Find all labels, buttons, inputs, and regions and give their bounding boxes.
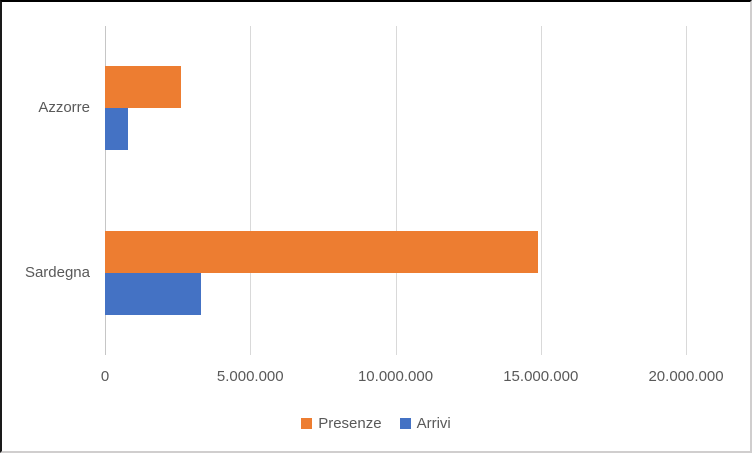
category-label-sardegna: Sardegna (24, 263, 90, 281)
bar-presenze-azzorre (105, 66, 181, 109)
gridline (686, 26, 687, 355)
legend-item-presenze: Presenze (301, 414, 382, 432)
value-axis-tick-label: 10.000.000 (357, 368, 434, 385)
gridline (250, 26, 252, 355)
bar-arrivi-azzorre (105, 108, 129, 151)
value-axis-tick-label: 0 (100, 368, 110, 385)
value-axis-tick-label: 15.000.000 (503, 368, 579, 385)
legend: Presenze Arrivi (2, 412, 750, 434)
bar-arrivi-sardegna (105, 272, 201, 315)
legend-swatch-presenze-icon (301, 417, 313, 429)
value-axis-tick-label: 5.000.000 (216, 368, 284, 385)
bar-presenze-sardegna (105, 230, 538, 273)
value-axis-tick-label: 20.000.000 (648, 368, 724, 385)
gridline (395, 26, 397, 355)
plot-area (105, 26, 745, 355)
value-axis-labels: 0 5.000.000 10.000.000 15.000.000 20.000.000 (2, 367, 750, 387)
legend-swatch-arrivi-icon (399, 417, 411, 429)
category-label-azzorre: Azzorre (38, 99, 90, 117)
legend-item-arrivi: Arrivi (399, 414, 451, 432)
gridline (540, 26, 542, 355)
legend-label-arrivi: Arrivi (416, 414, 451, 432)
category-axis-line (105, 26, 106, 355)
legend-label-presenze: Presenze (318, 414, 382, 432)
